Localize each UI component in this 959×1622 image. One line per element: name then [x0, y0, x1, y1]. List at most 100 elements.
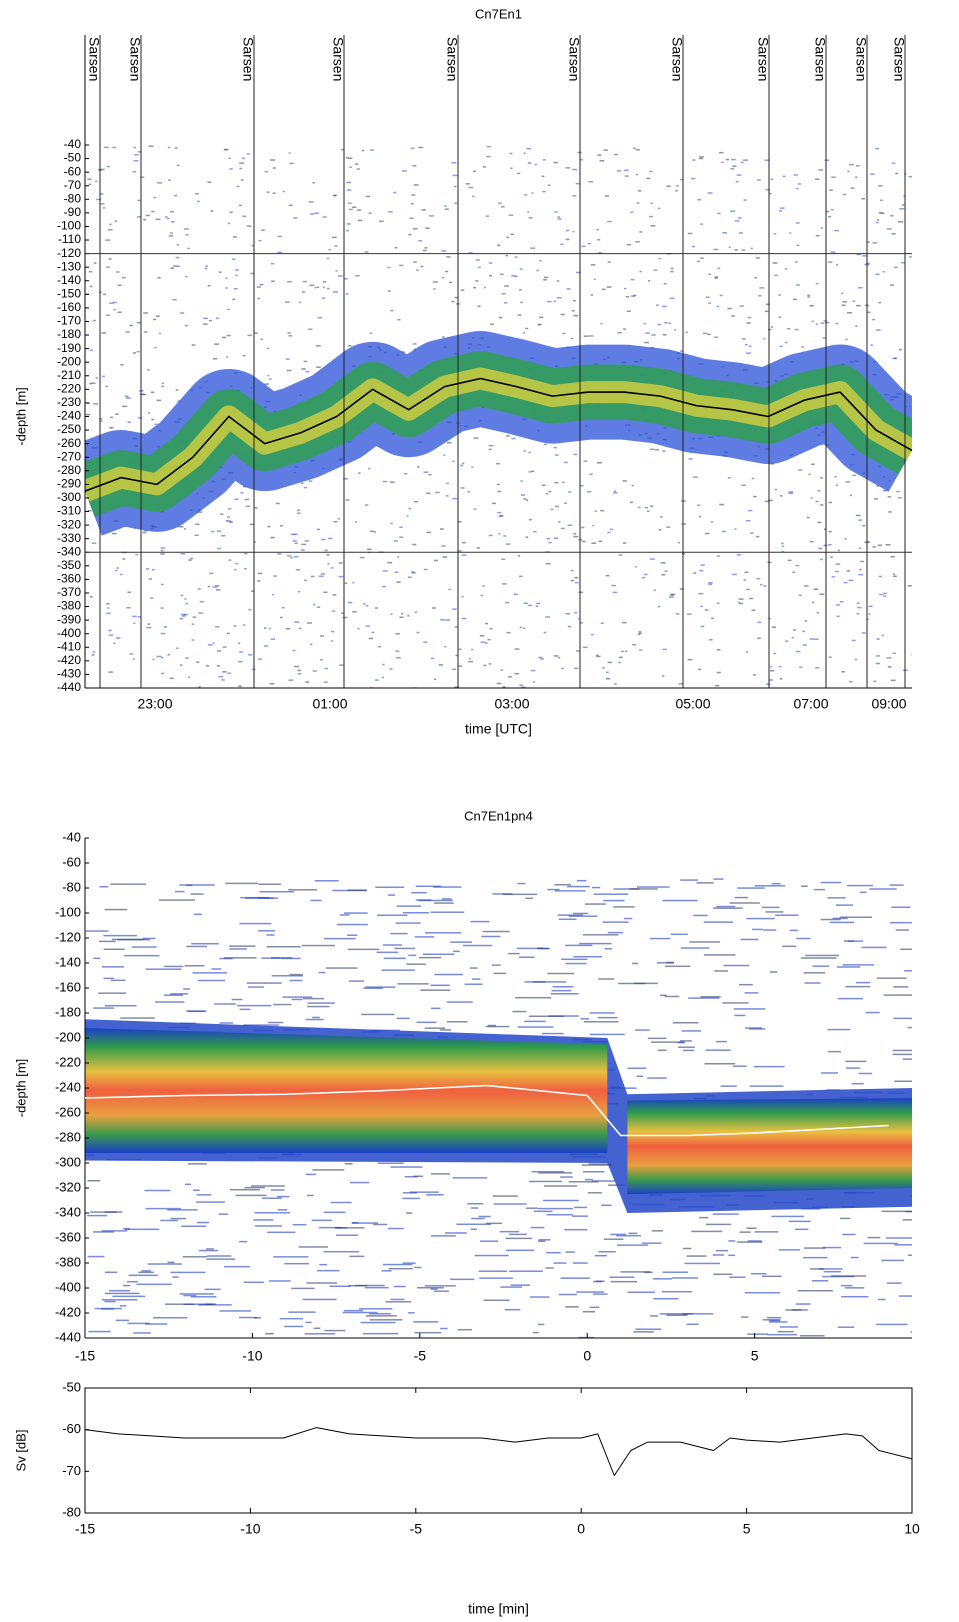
echo-image [85, 878, 912, 1338]
echo-noise [324, 1329, 346, 1332]
echo-noise [91, 654, 95, 656]
echo-noise [591, 886, 601, 889]
echo-noise [738, 983, 753, 986]
echo-noise [191, 344, 196, 346]
echo-noise [791, 636, 794, 639]
echo-noise [196, 1221, 210, 1224]
echo-noise [160, 547, 166, 549]
echo-noise [452, 497, 458, 500]
echo-noise [383, 957, 406, 960]
echo-noise [565, 962, 587, 965]
echo-noise [454, 202, 458, 205]
echo-noise [774, 488, 777, 491]
echo-noise [220, 513, 224, 515]
echo-noise [157, 277, 161, 279]
y-tick-label: -80 [64, 191, 82, 205]
echo-noise [558, 918, 577, 921]
echo-noise [361, 149, 365, 152]
echo-noise [657, 1049, 667, 1051]
echo-noise [837, 1326, 855, 1328]
echo-noise [181, 615, 186, 617]
echo-noise [875, 147, 880, 150]
echo-noise [641, 1242, 662, 1244]
echo-noise [778, 210, 782, 212]
echo-noise [801, 957, 837, 959]
echo-noise [229, 521, 233, 523]
echo-noise [390, 613, 393, 615]
echo-noise [175, 265, 180, 268]
echo-noise [309, 213, 315, 215]
echo-noise [143, 312, 149, 314]
echo-noise [650, 225, 656, 227]
echo-noise [611, 584, 616, 587]
echo-noise [133, 160, 139, 162]
echo-noise [744, 1291, 780, 1294]
echo-noise [630, 278, 635, 281]
echo-noise [151, 210, 155, 213]
echo-noise [565, 167, 571, 169]
echo-noise [574, 576, 579, 579]
echo-noise [319, 659, 323, 661]
echo-noise [251, 590, 255, 592]
echo-noise [531, 1170, 565, 1173]
echo-noise [519, 684, 524, 686]
echo-noise [442, 276, 445, 279]
echo-noise [768, 499, 773, 502]
echo-noise [579, 622, 584, 624]
echo-noise [452, 460, 455, 463]
echo-noise [712, 1254, 725, 1256]
echo-noise [679, 1040, 692, 1042]
echo-noise [157, 182, 163, 184]
echo-noise [687, 613, 692, 615]
echo-noise [751, 477, 755, 480]
echo-noise [699, 569, 704, 572]
echo-noise [855, 304, 861, 307]
echo-noise [197, 979, 226, 982]
echo-noise [347, 934, 358, 936]
echo-noise [297, 669, 302, 672]
echo-noise [614, 683, 617, 685]
echo-noise [797, 1290, 833, 1292]
echo-noise [820, 881, 842, 884]
echo-noise [357, 219, 363, 222]
echo-noise [878, 1298, 886, 1301]
echo-noise [498, 202, 502, 204]
echo-noise [246, 225, 252, 227]
echo-noise [718, 151, 724, 154]
echo-noise [550, 508, 554, 511]
echo-noise [87, 1255, 105, 1258]
echo-noise [188, 559, 192, 561]
echo-noise [409, 217, 414, 219]
echo-noise [796, 244, 800, 247]
echo-noise [604, 948, 613, 950]
echo-noise [574, 1206, 588, 1209]
y-tick-label: -60 [62, 1421, 81, 1436]
echo-noise [570, 337, 574, 340]
echo-noise [755, 535, 760, 538]
echo-noise [659, 516, 663, 518]
echo-noise [714, 336, 719, 338]
echo-noise [127, 421, 132, 423]
echo-noise [541, 175, 545, 178]
echo-noise [590, 294, 594, 296]
echo-noise [809, 638, 815, 640]
echo-noise [769, 669, 775, 672]
echo-noise [811, 463, 815, 466]
echo-noise [545, 562, 551, 565]
echo-noise [778, 316, 782, 318]
echo-noise [517, 882, 526, 885]
y-tick-label: -280 [55, 1129, 81, 1144]
echo-noise [632, 962, 639, 965]
echo-noise [120, 364, 124, 366]
echo-noise [543, 1199, 579, 1202]
echo-image [85, 145, 912, 688]
echo-noise [287, 332, 291, 334]
echo-noise [133, 146, 137, 149]
event-label: Sarsen [444, 37, 460, 81]
echo-noise [741, 338, 746, 340]
echo-noise [89, 349, 93, 352]
echo-noise [676, 185, 679, 187]
y-tick-label: -380 [55, 1254, 81, 1269]
echo-noise [877, 544, 883, 547]
echo-noise [773, 233, 777, 235]
